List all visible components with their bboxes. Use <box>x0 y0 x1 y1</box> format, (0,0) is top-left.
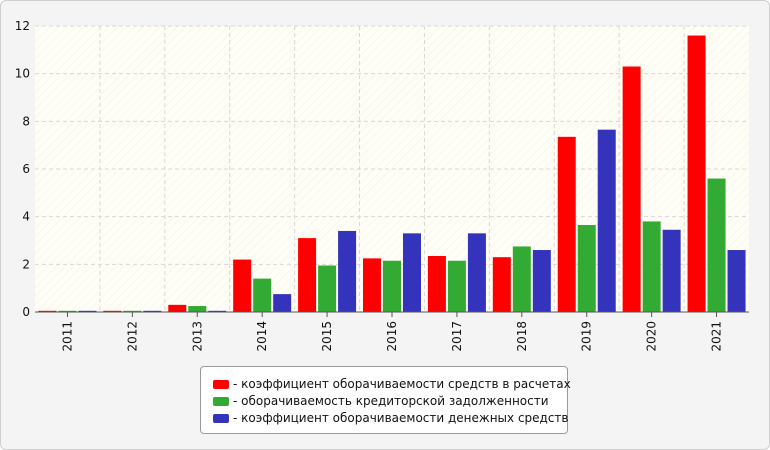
x-tick-label: 2014 <box>255 321 269 352</box>
y-tick-label: 12 <box>15 19 30 33</box>
legend-item-1: - коэффициент оборачиваемости средств в … <box>213 375 571 393</box>
y-tick-label: 0 <box>22 305 30 319</box>
bar-1-2013 <box>168 304 187 312</box>
x-tick-label: 2012 <box>125 321 139 352</box>
bar-3-2017 <box>467 233 486 312</box>
bar-1-2017 <box>427 255 446 312</box>
x-tick-label: 2021 <box>710 321 724 352</box>
bar-2-2016 <box>383 260 401 312</box>
legend-swatch-2 <box>213 396 229 406</box>
legend-swatch-1 <box>213 379 229 389</box>
legend-item-3: - коэффициент оборачиваемости денежных с… <box>213 409 569 427</box>
x-tick-label: 2016 <box>385 321 399 352</box>
y-tick-label: 6 <box>22 162 30 176</box>
bar-3-2020 <box>662 229 681 312</box>
y-tick-label: 8 <box>22 114 30 128</box>
bar-2-2021 <box>707 178 726 312</box>
bars <box>38 35 746 313</box>
bar-3-2018 <box>532 250 551 312</box>
legend-label-2: - оборачиваемость кредиторской задолженн… <box>233 394 549 408</box>
x-tick-label: 2011 <box>60 321 74 352</box>
x-tick-label: 2015 <box>320 321 334 352</box>
x-tick-label: 2017 <box>450 321 464 352</box>
bar-1-2016 <box>363 258 381 312</box>
y-tick-label: 2 <box>22 257 30 271</box>
bar-2-2014 <box>253 278 272 312</box>
bar-1-2015 <box>298 238 317 312</box>
bar-1-2014 <box>233 259 252 312</box>
bar-1-2018 <box>492 257 511 312</box>
bar-3-2019 <box>597 129 616 312</box>
bar-3-2013 <box>208 310 227 312</box>
y-tick-label: 10 <box>15 67 30 81</box>
bar-2-2019 <box>577 225 596 312</box>
x-ticks: 2011 2012 2013 2014 2015 2016 2017 2018 2019 2020… <box>60 312 724 352</box>
y-tick-label: 4 <box>22 210 30 224</box>
bar-1-2012 <box>103 310 122 312</box>
legend-swatch-3 <box>213 413 229 423</box>
bar-2-2015 <box>318 265 337 312</box>
y-ticks: 0 2 4 6 8 10 12 <box>15 19 30 319</box>
bar-1-2011 <box>38 310 57 312</box>
bar-1-2021 <box>687 35 706 313</box>
bar-3-2012 <box>143 310 162 312</box>
bar-2-2017 <box>447 260 466 312</box>
legend: - коэффициент оборачиваемости средств в … <box>200 366 571 434</box>
bar-2-2011 <box>58 310 77 312</box>
x-tick-label: 2018 <box>515 321 529 352</box>
legend-label-1: - коэффициент оборачиваемости средств в … <box>233 377 571 391</box>
x-tick-label: 2019 <box>580 321 594 352</box>
bar-3-2015 <box>338 230 357 312</box>
x-tick-label: 2020 <box>645 321 659 352</box>
bar-2-2013 <box>188 306 207 312</box>
bar-1-2019 <box>557 136 576 312</box>
bar-3-2016 <box>403 233 421 312</box>
x-tick-label: 2013 <box>190 321 204 352</box>
legend-item-2: - оборачиваемость кредиторской задолженн… <box>213 392 549 410</box>
legend-label-3: - коэффициент оборачиваемости денежных с… <box>233 411 569 425</box>
bar-3-2014 <box>273 294 292 312</box>
bar-2-2018 <box>512 246 531 312</box>
bar-2-2020 <box>642 221 661 312</box>
bar-1-2020 <box>622 66 641 313</box>
bar-3-2021 <box>727 250 746 312</box>
bar-2-2012 <box>123 310 142 312</box>
bar-3-2011 <box>78 310 97 312</box>
